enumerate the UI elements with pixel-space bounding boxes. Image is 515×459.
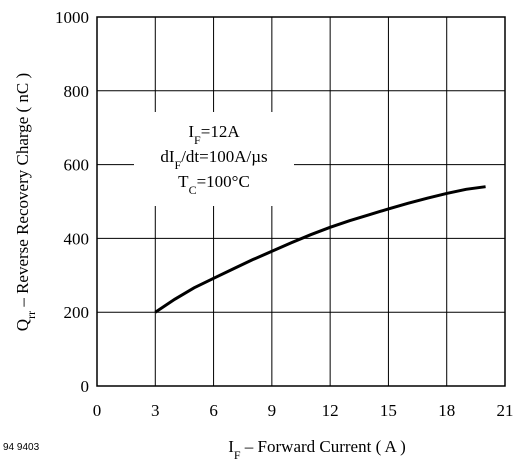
x-tick-label: 9 xyxy=(268,401,277,420)
x-tick-labels: 0 3 6 9 12 15 18 21 xyxy=(93,401,514,420)
x-tick-label: 18 xyxy=(438,401,455,420)
y-tick-label: 800 xyxy=(64,82,90,101)
x-axis-label: IF – Forward Current ( A ) xyxy=(228,437,406,459)
y-axis-label: Qrr – Reverse Recovery Charge ( nC ) xyxy=(13,73,38,331)
x-tick-label: 6 xyxy=(209,401,218,420)
y-tick-label: 0 xyxy=(81,377,90,396)
y-tick-label: 400 xyxy=(64,229,90,248)
y-tick-label: 1000 xyxy=(55,8,89,27)
x-tick-label: 12 xyxy=(322,401,339,420)
y-tick-label: 600 xyxy=(64,156,90,175)
series-line xyxy=(154,185,486,314)
y-tick-labels: 0 200 400 600 800 1000 xyxy=(55,8,89,396)
annotation-background xyxy=(134,112,294,206)
annotation-line: TC=100°C xyxy=(178,172,250,197)
x-tick-label: 21 xyxy=(497,401,514,420)
grid-lines xyxy=(97,17,505,386)
x-tick-label: 15 xyxy=(380,401,397,420)
annotation-line: IF=12A xyxy=(188,122,240,147)
figure-number: 94 9403 xyxy=(3,442,40,453)
x-tick-label: 3 xyxy=(151,401,160,420)
y-tick-label: 200 xyxy=(64,303,90,322)
annotation-line: dIF/dt=100A/µs xyxy=(160,147,267,172)
x-tick-label: 0 xyxy=(93,401,102,420)
plot-frame xyxy=(96,16,506,387)
